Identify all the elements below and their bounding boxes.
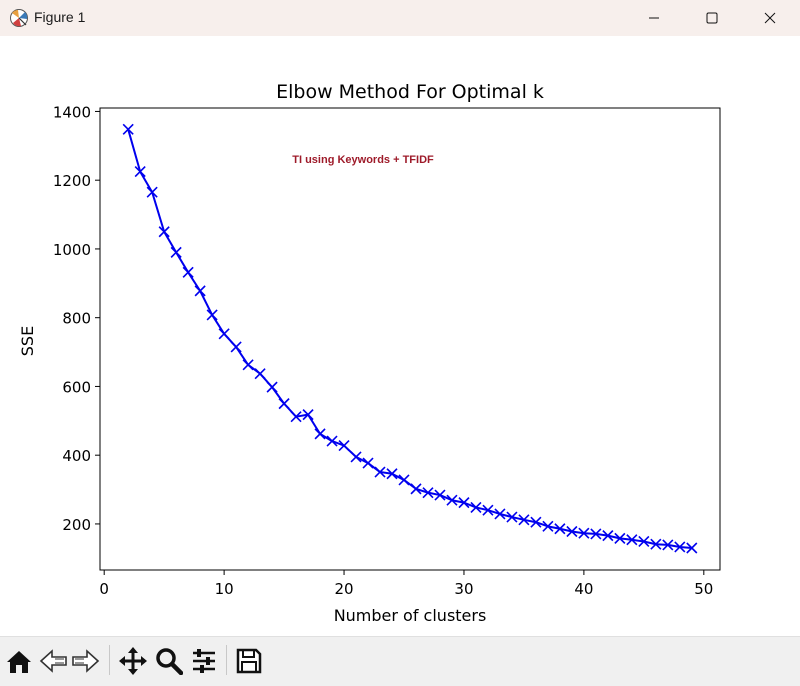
data-point-marker xyxy=(230,341,242,353)
data-point-marker xyxy=(506,511,518,523)
zoom-button[interactable] xyxy=(153,645,185,677)
figure-canvas[interactable]: Elbow Method For Optimal k 200 400 600 800 1… xyxy=(0,36,800,636)
data-point-marker xyxy=(554,523,566,535)
maximize-button[interactable] xyxy=(683,0,741,36)
data-point-marker xyxy=(158,226,170,238)
data-point-marker xyxy=(494,508,506,520)
toolbar-separator xyxy=(109,645,110,675)
data-point-marker xyxy=(578,527,590,539)
data-point-marker xyxy=(266,381,278,393)
data-point-marker xyxy=(650,538,662,550)
chart-annotation: TI using Keywords + TFIDF xyxy=(292,154,434,166)
plot-area xyxy=(99,107,721,571)
y-tick-label: 600 xyxy=(62,378,91,396)
data-point-marker xyxy=(314,428,326,440)
close-button[interactable] xyxy=(741,0,799,36)
data-point-marker xyxy=(422,487,434,499)
data-point-marker xyxy=(302,409,314,421)
sse-series-markers xyxy=(122,123,698,554)
data-point-marker xyxy=(518,514,530,526)
data-point-marker xyxy=(614,532,626,544)
minimize-button[interactable] xyxy=(625,0,683,36)
x-axis-label: Number of clusters xyxy=(334,606,487,625)
matplotlib-app-icon xyxy=(10,9,28,27)
data-point-marker xyxy=(338,439,350,452)
save-icon xyxy=(236,648,262,674)
data-point-marker xyxy=(146,186,158,198)
x-tick-label: 40 xyxy=(574,580,593,598)
data-point-marker xyxy=(542,520,554,532)
x-tick-label: 10 xyxy=(215,580,234,598)
maximize-icon xyxy=(706,12,718,24)
data-point-marker xyxy=(446,494,458,506)
home-button[interactable] xyxy=(3,645,35,677)
data-point-marker xyxy=(590,528,602,540)
chart-title: Elbow Method For Optimal k xyxy=(276,81,544,103)
configure-subplots-icon xyxy=(193,649,215,673)
data-point-marker xyxy=(470,501,482,514)
data-point-marker xyxy=(410,483,422,495)
y-axis-label: SSE xyxy=(18,326,37,356)
x-axis-ticks: 0 10 20 30 40 50 xyxy=(99,570,713,598)
x-tick-label: 30 xyxy=(454,580,473,598)
y-tick-label: 400 xyxy=(62,447,91,465)
data-point-marker xyxy=(674,541,686,553)
data-point-marker xyxy=(182,266,194,278)
close-icon xyxy=(764,12,776,24)
data-point-marker xyxy=(662,539,674,551)
data-point-marker xyxy=(326,435,338,447)
data-point-marker xyxy=(122,123,134,135)
window-titlebar: Figure 1 xyxy=(0,0,800,36)
data-point-marker xyxy=(626,534,638,546)
x-tick-label: 20 xyxy=(334,580,353,598)
data-point-marker xyxy=(458,497,470,509)
data-point-marker xyxy=(350,451,362,463)
y-axis-ticks: 200 400 600 800 1000 1200 1400 xyxy=(53,103,100,534)
data-point-marker xyxy=(530,516,542,528)
y-tick-label: 1400 xyxy=(53,103,91,121)
data-point-marker xyxy=(362,457,374,469)
y-tick-label: 1200 xyxy=(53,172,91,190)
y-tick-label: 800 xyxy=(62,310,91,328)
data-point-marker xyxy=(242,359,254,371)
home-icon xyxy=(7,651,31,673)
data-point-marker xyxy=(206,309,218,321)
save-button[interactable] xyxy=(233,645,265,677)
zoom-icon xyxy=(156,648,183,675)
data-point-marker xyxy=(374,466,386,478)
forward-icon xyxy=(72,649,100,673)
navigation-toolbar xyxy=(0,636,800,686)
data-point-marker xyxy=(194,285,206,297)
x-tick-label: 50 xyxy=(694,580,713,598)
configure-subplots-button[interactable] xyxy=(188,645,220,677)
elbow-chart: Elbow Method For Optimal k 2004006008001… xyxy=(18,81,721,625)
data-point-marker xyxy=(398,474,410,486)
data-point-marker xyxy=(290,411,302,423)
forward-button[interactable] xyxy=(70,645,102,677)
data-point-marker xyxy=(254,368,266,380)
pan-button[interactable] xyxy=(117,645,149,677)
data-point-marker xyxy=(482,504,494,516)
data-point-marker xyxy=(134,166,146,178)
y-tick-label: 1000 xyxy=(53,241,91,259)
sse-series-line xyxy=(127,129,692,549)
back-button[interactable] xyxy=(37,645,69,677)
data-point-marker xyxy=(170,246,182,258)
data-point-marker xyxy=(386,468,398,480)
back-icon xyxy=(39,649,67,673)
y-tick-label: 200 xyxy=(62,516,91,534)
data-point-marker xyxy=(602,530,614,542)
data-point-marker xyxy=(278,398,290,410)
toolbar-separator xyxy=(226,645,227,675)
data-point-marker xyxy=(434,489,446,501)
minimize-icon xyxy=(649,17,659,19)
data-point-marker xyxy=(566,525,578,538)
x-tick-label: 0 xyxy=(99,580,109,598)
data-point-marker xyxy=(686,542,698,554)
data-point-marker xyxy=(218,328,230,340)
pan-icon xyxy=(119,647,147,675)
window-title: Figure 1 xyxy=(34,9,86,25)
data-point-marker xyxy=(638,535,650,548)
